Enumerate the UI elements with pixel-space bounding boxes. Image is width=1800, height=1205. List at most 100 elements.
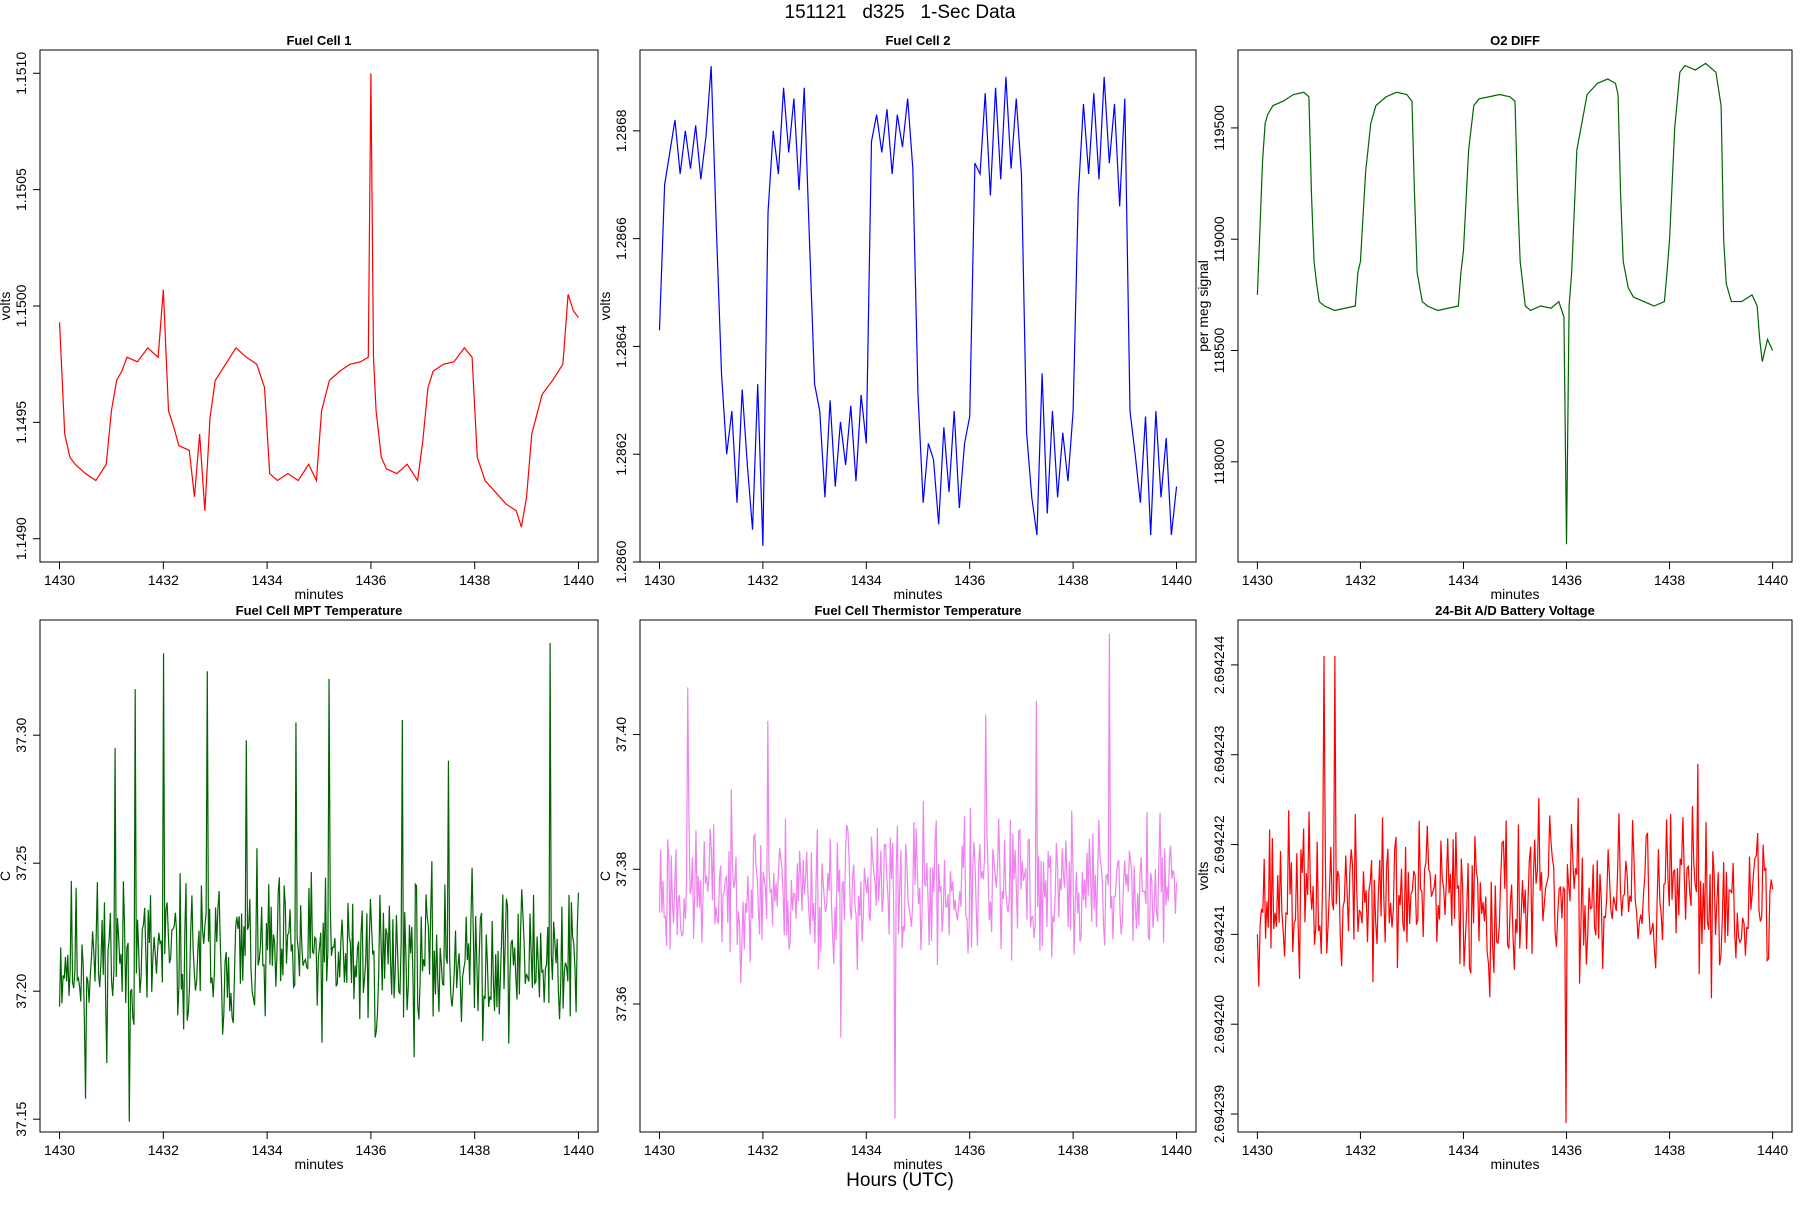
x-tick-label: 1440 <box>1757 572 1788 588</box>
x-tick-label: 1440 <box>563 1142 594 1158</box>
chart-panel-3: O2 DIFF 1430 1432 1434 1436 1438 1440 minutes 11… <box>1195 33 1793 602</box>
x-tick-label: 1440 <box>1757 1142 1788 1158</box>
y-tick-label: 37.15 <box>13 1101 29 1136</box>
plot-frame <box>1237 49 1793 563</box>
x-tick-label: 1434 <box>851 1142 882 1158</box>
x-tick-label: 1436 <box>954 572 985 588</box>
y-tick-label: 119000 <box>1211 216 1227 262</box>
x-tick-label: 1438 <box>459 1142 490 1158</box>
y-tick-label: 2.694243 <box>1211 725 1227 784</box>
y-tick-label: 37.20 <box>13 973 29 1008</box>
chart-panel-5: Fuel Cell Thermistor Temperature 1430 1432… <box>597 603 1197 1172</box>
y-tick-label: 1.1505 <box>13 168 29 211</box>
x-axis-label: minutes <box>294 1156 343 1172</box>
y-tick-label: 2.694239 <box>1211 1085 1227 1144</box>
x-tick-label: 1430 <box>1242 572 1273 588</box>
x-axis-label: minutes <box>893 586 942 602</box>
y-tick-label: 1.1500 <box>13 284 29 327</box>
y-tick-label: 37.40 <box>613 717 629 752</box>
x-tick-label: 1438 <box>1654 572 1685 588</box>
y-tick-label: 2.694244 <box>1211 636 1227 695</box>
y-tick-label: 1.2864 <box>613 325 629 368</box>
series-line <box>658 633 1178 1119</box>
series-line <box>58 643 580 1122</box>
figure-title: 151121 d325 1-Sec Data <box>784 2 1016 23</box>
x-tick-label: 1436 <box>954 1142 985 1158</box>
x-axis-label: minutes <box>294 586 343 602</box>
x-tick-label: 1432 <box>747 572 778 588</box>
x-axis-label: minutes <box>893 1156 942 1172</box>
x-tick-label: 1430 <box>44 1142 75 1158</box>
y-tick-label: 1.2860 <box>613 540 629 583</box>
x-tick-label: 1434 <box>851 572 882 588</box>
chart-title: Fuel Cell 1 <box>286 33 351 48</box>
chart-panel-1: Fuel Cell 1 1430 1432 1434 1436 1438 1440 minut… <box>0 33 599 602</box>
chart-panel-6: 24-Bit A/D Battery Voltage 1430 1432 1434 14… <box>1195 603 1793 1172</box>
x-tick-label: 1440 <box>1161 572 1192 588</box>
x-tick-label: 1430 <box>44 572 75 588</box>
x-tick-label: 1432 <box>148 572 179 588</box>
x-tick-label: 1438 <box>1058 572 1089 588</box>
x-axis-label: minutes <box>1490 1156 1539 1172</box>
series-line <box>658 66 1178 546</box>
chart-title: O2 DIFF <box>1490 33 1540 48</box>
x-tick-label: 1436 <box>1551 1142 1582 1158</box>
chart-title: Fuel Cell MPT Temperature <box>236 603 403 618</box>
x-tick-label: 1432 <box>1345 572 1376 588</box>
y-tick-label: 2.694241 <box>1211 905 1227 964</box>
y-tick-label: 2.694242 <box>1211 815 1227 874</box>
y-axis-label: volts <box>1195 862 1211 891</box>
x-tick-label: 1434 <box>252 1142 283 1158</box>
y-axis-label: C <box>0 871 13 881</box>
y-tick-label: 1.2866 <box>613 217 629 260</box>
plot-frame <box>1237 619 1793 1133</box>
x-tick-label: 1430 <box>1242 1142 1273 1158</box>
chart-panel-4: Fuel Cell MPT Temperature 1430 1432 1434 143… <box>0 603 599 1172</box>
x-tick-label: 1438 <box>459 572 490 588</box>
y-axis-label: volts <box>0 292 13 321</box>
y-tick-label: 1.1510 <box>13 52 29 95</box>
y-tick-label: 37.38 <box>613 852 629 887</box>
chart-panel-2: Fuel Cell 2 1430 1432 1434 1436 1438 1440 minut… <box>597 33 1197 602</box>
y-axis-label: C <box>597 871 613 881</box>
series-line <box>1256 62 1774 545</box>
x-tick-label: 1432 <box>148 1142 179 1158</box>
x-tick-label: 1436 <box>1551 572 1582 588</box>
x-tick-label: 1432 <box>1345 1142 1376 1158</box>
chart-title: 24-Bit A/D Battery Voltage <box>1435 603 1595 618</box>
y-axis-label: volts <box>597 292 613 321</box>
x-tick-label: 1434 <box>252 572 283 588</box>
plot-frame <box>39 619 599 1133</box>
x-tick-label: 1438 <box>1058 1142 1089 1158</box>
y-tick-label: 2.694240 <box>1211 995 1227 1054</box>
series-line <box>1256 655 1774 1124</box>
x-axis-label: minutes <box>1490 586 1539 602</box>
chart-title: Fuel Cell 2 <box>885 33 950 48</box>
y-tick-label: 1.1490 <box>13 517 29 560</box>
chart-title: Fuel Cell Thermistor Temperature <box>814 603 1021 618</box>
x-tick-label: 1440 <box>1161 1142 1192 1158</box>
y-tick-label: 118500 <box>1211 327 1227 373</box>
series-line <box>58 73 579 528</box>
y-tick-label: 1.2868 <box>613 109 629 152</box>
plot-frame <box>39 49 599 563</box>
y-tick-label: 1.2862 <box>613 433 629 476</box>
x-tick-label: 1436 <box>355 1142 386 1158</box>
figure-footer-label: Hours (UTC) <box>846 1170 954 1191</box>
y-tick-label: 37.36 <box>613 986 629 1021</box>
y-tick-label: 37.25 <box>13 845 29 880</box>
plot-frame <box>639 619 1197 1133</box>
y-tick-label: 37.30 <box>13 717 29 752</box>
x-tick-label: 1434 <box>1448 1142 1479 1158</box>
y-tick-label: 1.1495 <box>13 401 29 444</box>
x-tick-label: 1434 <box>1448 572 1479 588</box>
plot-frame <box>639 49 1197 563</box>
y-axis-label: per meg signal <box>1195 260 1211 352</box>
x-tick-label: 1432 <box>747 1142 778 1158</box>
x-tick-label: 1430 <box>644 1142 675 1158</box>
y-tick-label: 118000 <box>1211 439 1227 485</box>
x-tick-label: 1430 <box>644 572 675 588</box>
x-tick-label: 1438 <box>1654 1142 1685 1158</box>
